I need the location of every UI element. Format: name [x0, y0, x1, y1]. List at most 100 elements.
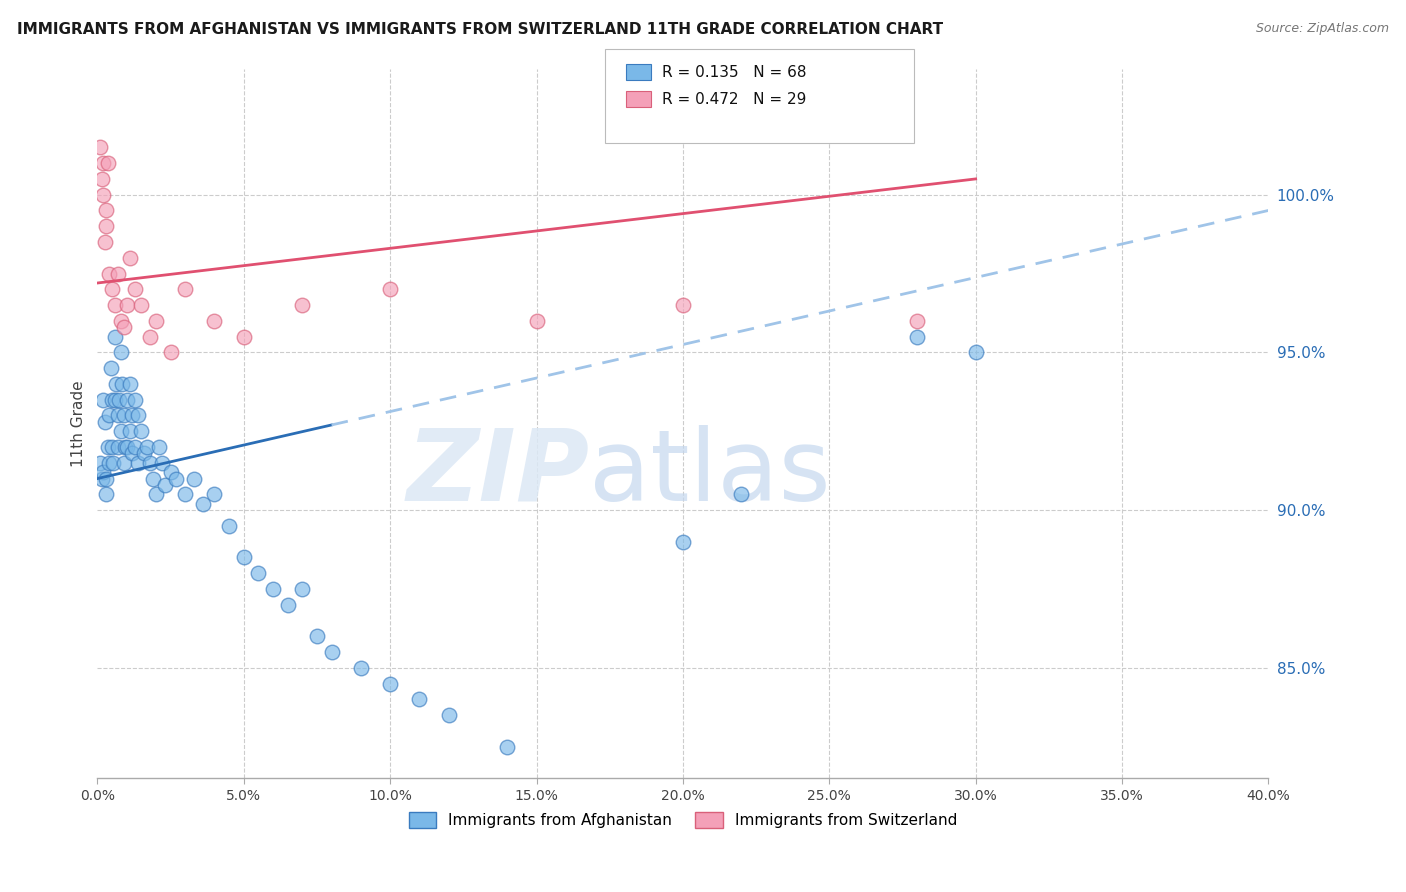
Point [159, 465, 181, 479]
Text: R = 0.472   N = 29: R = 0.472 N = 29 [662, 92, 807, 106]
Point [91, 465, 114, 479]
Point [107, 409, 129, 423]
Point [247, 566, 270, 581]
Text: atlas: atlas [589, 425, 831, 522]
Point [905, 314, 928, 328]
Point [496, 739, 519, 754]
Point [111, 376, 134, 391]
Point [277, 598, 299, 612]
Point [204, 314, 226, 328]
Point [101, 440, 124, 454]
Point [100, 361, 122, 376]
Point [124, 282, 146, 296]
Point [118, 376, 141, 391]
Point [124, 392, 146, 407]
Point [408, 692, 430, 706]
Point [90, 472, 112, 486]
Point [232, 550, 254, 565]
Point [437, 708, 460, 723]
Point [94, 487, 117, 501]
Point [118, 251, 141, 265]
Point [965, 345, 987, 359]
Text: Source: ZipAtlas.com: Source: ZipAtlas.com [1256, 22, 1389, 36]
Point [305, 629, 328, 643]
Text: R = 0.135   N = 68: R = 0.135 N = 68 [662, 65, 807, 79]
Point [672, 298, 695, 312]
Point [232, 329, 254, 343]
Point [174, 487, 197, 501]
Point [110, 424, 132, 438]
Point [165, 472, 187, 486]
Text: IMMIGRANTS FROM AFGHANISTAN VS IMMIGRANTS FROM SWITZERLAND 11TH GRADE CORRELATIO: IMMIGRANTS FROM AFGHANISTAN VS IMMIGRANT… [17, 22, 943, 37]
Point [526, 314, 548, 328]
Point [174, 282, 197, 296]
Point [107, 267, 129, 281]
Point [112, 320, 135, 334]
Point [91, 156, 114, 170]
Point [148, 440, 170, 454]
Point [104, 298, 127, 312]
Point [98, 409, 121, 423]
Point [105, 376, 128, 391]
Point [134, 446, 156, 460]
Point [291, 582, 314, 596]
Point [139, 329, 162, 343]
Point [93, 415, 115, 429]
Point [145, 314, 167, 328]
Point [101, 392, 124, 407]
Point [108, 392, 131, 407]
Point [97, 440, 120, 454]
Point [110, 345, 132, 359]
Point [112, 409, 135, 423]
Point [142, 472, 165, 486]
Point [98, 267, 121, 281]
Point [321, 645, 343, 659]
Point [127, 456, 149, 470]
Point [93, 235, 115, 249]
Legend: Immigrants from Afghanistan, Immigrants from Switzerland: Immigrants from Afghanistan, Immigrants … [402, 806, 963, 834]
Point [129, 298, 152, 312]
Point [91, 187, 114, 202]
Point [127, 409, 149, 423]
Point [129, 424, 152, 438]
Point [98, 456, 121, 470]
Point [94, 472, 117, 486]
Point [145, 487, 167, 501]
Point [139, 456, 162, 470]
Point [91, 392, 114, 407]
Point [90, 172, 112, 186]
Point [89, 140, 111, 154]
Point [218, 519, 240, 533]
Point [112, 456, 135, 470]
Point [115, 298, 138, 312]
Point [89, 456, 111, 470]
Point [104, 392, 127, 407]
Point [97, 156, 120, 170]
Point [104, 329, 127, 343]
Point [103, 456, 125, 470]
Point [114, 440, 136, 454]
Point [291, 298, 314, 312]
Point [124, 440, 146, 454]
Point [121, 446, 143, 460]
Point [150, 456, 173, 470]
Point [204, 487, 226, 501]
Point [350, 661, 373, 675]
Point [672, 534, 695, 549]
Point [115, 440, 138, 454]
Point [191, 497, 214, 511]
Point [101, 282, 124, 296]
Point [183, 472, 205, 486]
Point [153, 478, 176, 492]
Point [262, 582, 284, 596]
Point [94, 203, 117, 218]
Point [730, 487, 752, 501]
Point [378, 282, 401, 296]
Text: ZIP: ZIP [406, 425, 589, 522]
Point [378, 676, 401, 690]
Point [121, 409, 143, 423]
Point [107, 440, 129, 454]
Point [905, 329, 928, 343]
Y-axis label: 11th Grade: 11th Grade [72, 380, 86, 467]
Point [110, 314, 132, 328]
